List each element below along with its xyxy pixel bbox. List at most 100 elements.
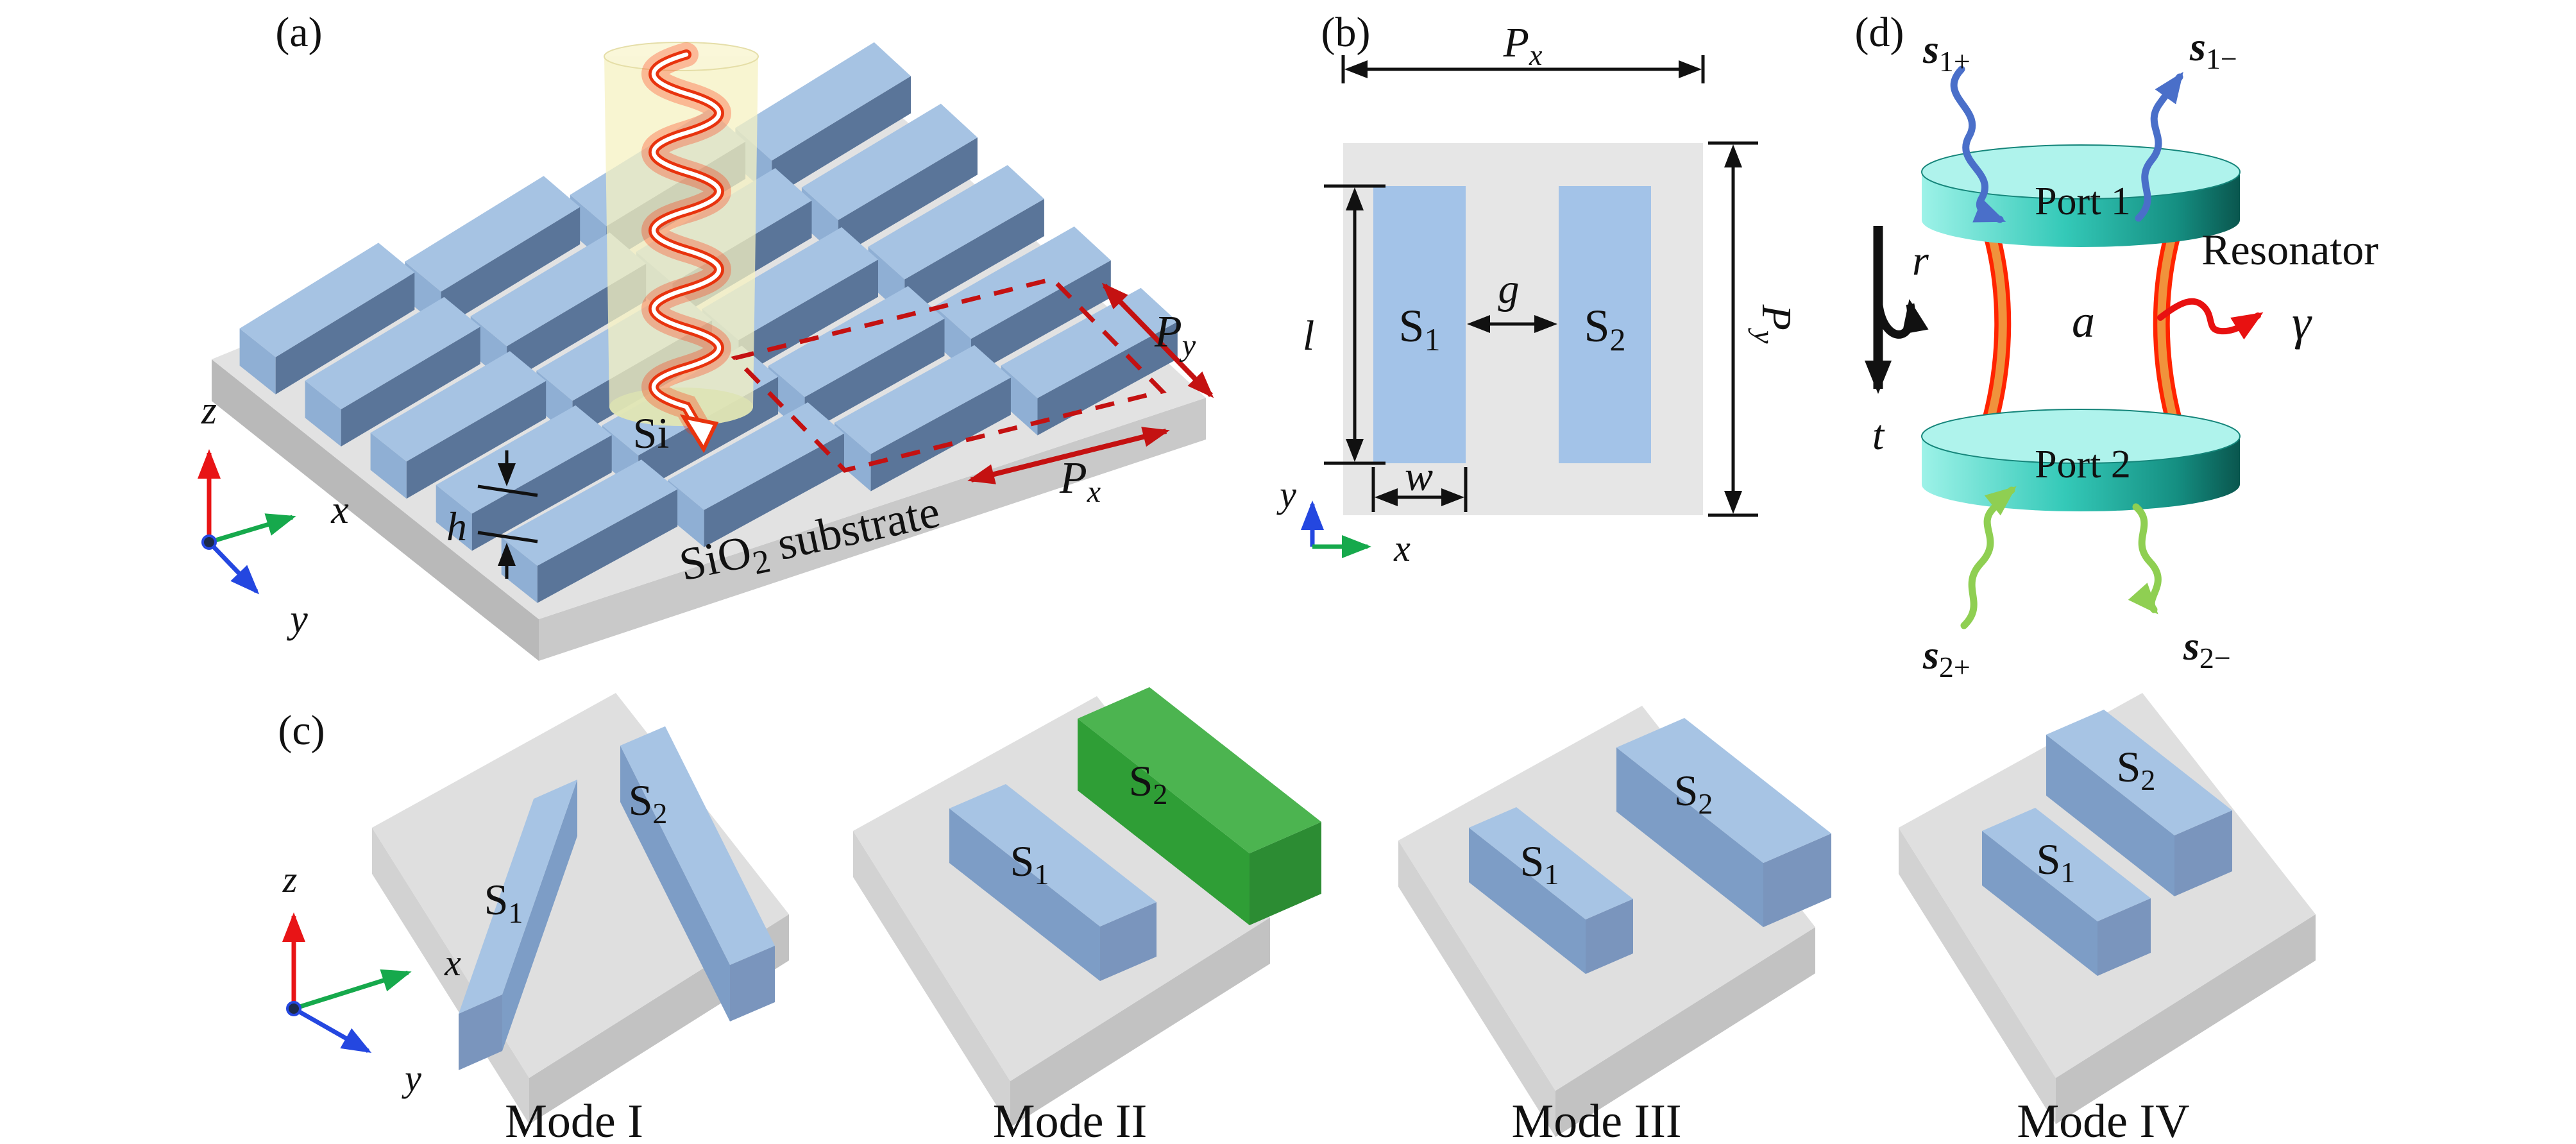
si-bar-top: [868, 165, 1044, 280]
mode-bar-side: [1078, 719, 1250, 925]
mode4-s1-label: S1: [2037, 835, 2076, 889]
mode4-caption: Mode IV: [2017, 1095, 2189, 1144]
mode1-s1-label: S1: [484, 875, 523, 929]
mode3-s2-label: S2: [1674, 766, 1713, 820]
w-label: w: [1405, 453, 1433, 500]
mode3-caption: Mode III: [1511, 1095, 1681, 1144]
bar-s1-rect: [1373, 186, 1466, 463]
bar-height-marker: h: [446, 450, 538, 579]
axes-origin-dot-c: [286, 1001, 301, 1016]
gamma-label: γ: [2292, 296, 2312, 350]
port1-top: [1921, 144, 2241, 200]
mode-substrate-left-face: [1398, 841, 1555, 1137]
s1plus-wave: [1950, 65, 2006, 223]
period-y-arrow: [1101, 282, 1214, 398]
x-axis-c: [292, 969, 412, 1011]
incident-beam: [641, 42, 731, 454]
panel-b-tag: (b): [1321, 9, 1371, 56]
r-label: r: [1912, 237, 1929, 284]
si-bar-side: [275, 272, 415, 395]
x-axis-label-b: x: [1393, 527, 1411, 569]
si-bar-top: [668, 402, 844, 510]
mode-bar-side: [1616, 747, 1763, 927]
si-bar-endcap: [239, 328, 276, 395]
s2plus-wave: [1960, 486, 2017, 629]
axes-origin-dot: [201, 534, 217, 550]
mode-bar-side: [949, 808, 1100, 981]
si-bar-top: [470, 232, 647, 346]
panel-c-tag: (c): [278, 707, 325, 754]
si-bar-side: [537, 489, 678, 603]
rt-arrow: r t: [1865, 226, 1929, 459]
port1-label: Port 1: [2035, 180, 2131, 223]
s1-label-b: S1: [1398, 300, 1440, 357]
mode2-caption: Mode II: [993, 1095, 1147, 1144]
port2-label: Port 2: [2035, 443, 2131, 486]
cavity-label: a: [2072, 296, 2095, 347]
si-bar-top: [405, 176, 580, 292]
axes-a: z x y: [198, 389, 349, 641]
mode-bar-top: [1616, 718, 1831, 863]
cylinder-body: [604, 56, 758, 426]
si-bar-top: [834, 345, 1011, 454]
gamma-decay: γ: [2157, 296, 2312, 350]
mode-bar-endcap: [459, 995, 502, 1070]
si-bar-endcap: [305, 380, 341, 447]
period-x-label: Px: [1059, 454, 1101, 509]
si-bar-top: [935, 226, 1111, 339]
mode-bar-top: [949, 784, 1157, 926]
mode-substrate-left-face: [1899, 828, 2056, 1124]
si-bar-side: [704, 433, 844, 547]
mode4-s2-label: S2: [2117, 742, 2156, 796]
mode-bar-top: [1469, 807, 1633, 919]
h-label: h: [446, 504, 467, 549]
period-y-label: Py: [1154, 307, 1196, 363]
t-label: t: [1872, 412, 1885, 459]
panel-a-tag: (a): [275, 9, 322, 56]
s1plus-label: s1+: [1922, 26, 1970, 78]
port2-top: [1921, 409, 2241, 464]
si-bar-top: [768, 286, 945, 397]
si-bar-top: [239, 243, 415, 357]
mode3-s1-label: S1: [1520, 837, 1559, 891]
py-label-b: Py: [1748, 304, 1800, 344]
mode1-s2-label: S2: [629, 776, 668, 830]
x-axis-label: x: [330, 488, 349, 532]
si-bar-side: [971, 260, 1111, 376]
port2-disk: Port 2: [1921, 409, 2241, 511]
s2plus-label: s2+: [1922, 632, 1970, 683]
x-axis: [208, 513, 296, 545]
mode-substrate-right-face: [1555, 927, 1815, 1137]
si-bar-side: [772, 76, 911, 198]
mode-substrate-right-face: [1010, 918, 1270, 1127]
mode-scenes: [372, 687, 2316, 1137]
si-bar-top: [370, 351, 547, 462]
l-label: l: [1303, 312, 1314, 359]
px-label-b: Px: [1503, 19, 1543, 71]
z-axis-label-c: z: [282, 858, 298, 900]
mode-bar-endcap: [1100, 902, 1157, 981]
mode-bar-top: [1078, 687, 1321, 853]
mode1-caption: Mode I: [505, 1095, 643, 1144]
mode2-s1-label: S1: [1010, 837, 1049, 891]
mode2-s2-label: S2: [1129, 756, 1168, 810]
mode-bar-top: [1982, 808, 2151, 921]
s2-label-b: S2: [1584, 300, 1625, 357]
mode-bar-top: [2046, 710, 2232, 835]
si-bar-side: [838, 137, 978, 257]
h-tick-bottom: [477, 531, 538, 543]
mode-bar-side: [620, 746, 730, 1021]
y-axis-label: y: [286, 597, 308, 641]
panel-c: (c) S1 S2 S1 S2 S1 S2 S1 S2 Mode I Mode …: [278, 687, 2316, 1144]
s2minus-label: s2−: [2183, 623, 2231, 674]
si-bar-side: [406, 380, 547, 499]
si-bar-top: [801, 103, 978, 220]
y-axis-label-b: y: [1276, 474, 1296, 515]
axes-c: z x y: [282, 858, 461, 1099]
mode-bar-endcap: [730, 946, 775, 1021]
panel-a: (a) Py Px: [198, 9, 1214, 661]
r-hook: [1874, 296, 1929, 339]
unit-cell-marker: Py Px: [731, 277, 1214, 509]
mode-bar-endcap: [1250, 822, 1321, 925]
